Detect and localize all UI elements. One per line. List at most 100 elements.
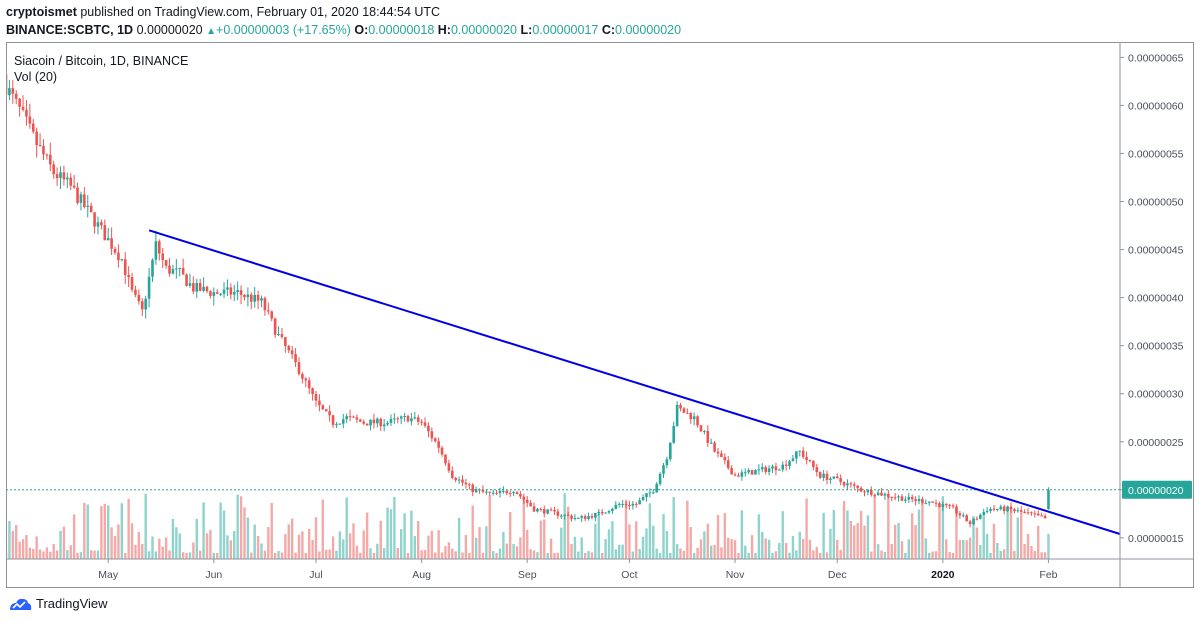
volume-bar xyxy=(260,543,263,559)
candle-body xyxy=(532,506,536,512)
volume-bar xyxy=(331,536,335,559)
volume-bar xyxy=(522,499,526,559)
volume-bar xyxy=(526,529,529,559)
candle-body xyxy=(566,514,570,516)
volume-bar xyxy=(842,501,846,559)
chart-legend-title[interactable]: Siacoin / Bitcoin, 1D, BINANCE xyxy=(14,54,189,68)
volume-bar xyxy=(468,552,471,559)
candle-body xyxy=(696,416,699,426)
candle-body xyxy=(852,484,856,486)
candle-body xyxy=(42,145,45,155)
volume-bar xyxy=(396,547,399,559)
candle-body xyxy=(614,504,618,509)
volume-bar xyxy=(1030,546,1033,559)
candle-body xyxy=(577,517,580,519)
volume-bar xyxy=(723,513,727,559)
candle-body xyxy=(83,194,86,207)
volume-bar xyxy=(549,538,553,559)
volume-bar xyxy=(15,524,18,559)
volume-bar xyxy=(410,510,413,559)
volume-bar xyxy=(560,527,563,559)
volume-bar xyxy=(66,550,69,559)
volume-bar xyxy=(158,538,161,559)
last-price-badge: 0.00000020 xyxy=(1122,480,1192,499)
volume-bar xyxy=(498,548,502,559)
volume-bar xyxy=(362,530,365,559)
volume-bar xyxy=(325,549,328,559)
candle-body xyxy=(1002,506,1006,512)
candle-body xyxy=(682,408,686,413)
trendline[interactable] xyxy=(148,229,1121,535)
candle-body xyxy=(1036,513,1040,516)
volume-bar xyxy=(910,513,914,559)
candle-body xyxy=(403,416,406,418)
candle-body xyxy=(246,294,250,298)
candle-body xyxy=(212,292,216,296)
candle-body xyxy=(195,282,199,292)
volume-bar xyxy=(464,534,468,559)
y-tick-label: 0.00000025 xyxy=(1128,437,1184,449)
volume-bar xyxy=(144,493,147,559)
candle-body xyxy=(825,473,829,480)
candle-body xyxy=(413,417,417,419)
candle-body xyxy=(45,154,49,156)
candle-body xyxy=(1047,489,1050,510)
volume-bar xyxy=(682,550,686,559)
candle-body xyxy=(737,475,740,477)
volume-bar xyxy=(403,513,406,559)
volume-bar xyxy=(38,549,42,559)
volume-bar xyxy=(505,543,508,559)
candle-body xyxy=(236,290,239,293)
volume-legend[interactable]: Vol (20) xyxy=(14,70,58,84)
candle-body xyxy=(89,205,93,213)
volume-bar xyxy=(178,533,181,559)
tradingview-cloud-icon xyxy=(10,598,32,610)
volume-bar xyxy=(635,521,638,559)
candle-body xyxy=(66,177,69,180)
volume-bar xyxy=(502,531,505,559)
volume-bar xyxy=(229,540,233,559)
volume-bar xyxy=(965,540,968,559)
volume-bar xyxy=(849,520,853,559)
volume-bar xyxy=(600,553,604,559)
candle-body xyxy=(321,405,325,410)
candle-body xyxy=(992,508,996,510)
x-tick-label: Dec xyxy=(828,569,847,581)
candle-body xyxy=(801,450,805,458)
author-name[interactable]: cryptoismet xyxy=(6,5,77,19)
volume-bar xyxy=(767,539,771,559)
candle-body xyxy=(839,478,842,482)
candle-body xyxy=(1013,509,1016,512)
candle-body xyxy=(420,421,423,423)
candle-body xyxy=(788,461,791,466)
candle-body xyxy=(120,259,124,261)
volume-bar xyxy=(573,536,577,559)
candle-body xyxy=(692,416,696,420)
candle-body xyxy=(457,479,461,481)
price-chart[interactable]: 0.00000065 0.00000060 0.00000055 0.00000050… xyxy=(6,42,1194,588)
candle-body xyxy=(18,98,21,107)
tradingview-logo[interactable]: TradingView xyxy=(8,596,108,611)
candle-body xyxy=(904,499,907,501)
candle-body xyxy=(740,472,744,477)
volume-bar xyxy=(284,534,287,559)
volume-bar xyxy=(434,552,437,559)
candle-body xyxy=(396,418,400,420)
candle-body xyxy=(294,354,297,363)
candle-body xyxy=(730,468,733,475)
candle-body xyxy=(151,259,154,277)
volume-bar xyxy=(130,523,134,559)
volume-bar xyxy=(304,552,307,559)
candle-body xyxy=(624,503,628,505)
volume-bar xyxy=(365,512,369,559)
volume-bar xyxy=(175,527,178,559)
candle-body xyxy=(154,241,158,260)
y-tick-label: 0.00000045 xyxy=(1128,245,1184,257)
candle-body xyxy=(328,411,331,416)
candle-body xyxy=(229,287,233,295)
volume-bar xyxy=(430,530,434,559)
candle-body xyxy=(284,337,287,346)
candle-body xyxy=(866,489,870,493)
volume-bar xyxy=(604,539,607,559)
candle-body xyxy=(393,418,396,420)
